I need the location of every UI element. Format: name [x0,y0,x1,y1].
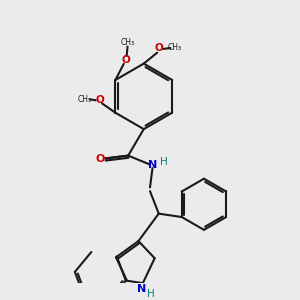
Text: H: H [160,157,168,167]
Text: O: O [122,55,130,65]
Text: O: O [95,154,105,164]
Text: O: O [95,95,104,105]
Text: N: N [136,284,146,294]
Text: CH₃: CH₃ [168,43,182,52]
Text: CH₃: CH₃ [78,95,92,104]
Text: N: N [148,160,157,170]
Text: H: H [147,289,154,299]
Text: O: O [155,43,164,53]
Text: CH₃: CH₃ [121,38,135,47]
